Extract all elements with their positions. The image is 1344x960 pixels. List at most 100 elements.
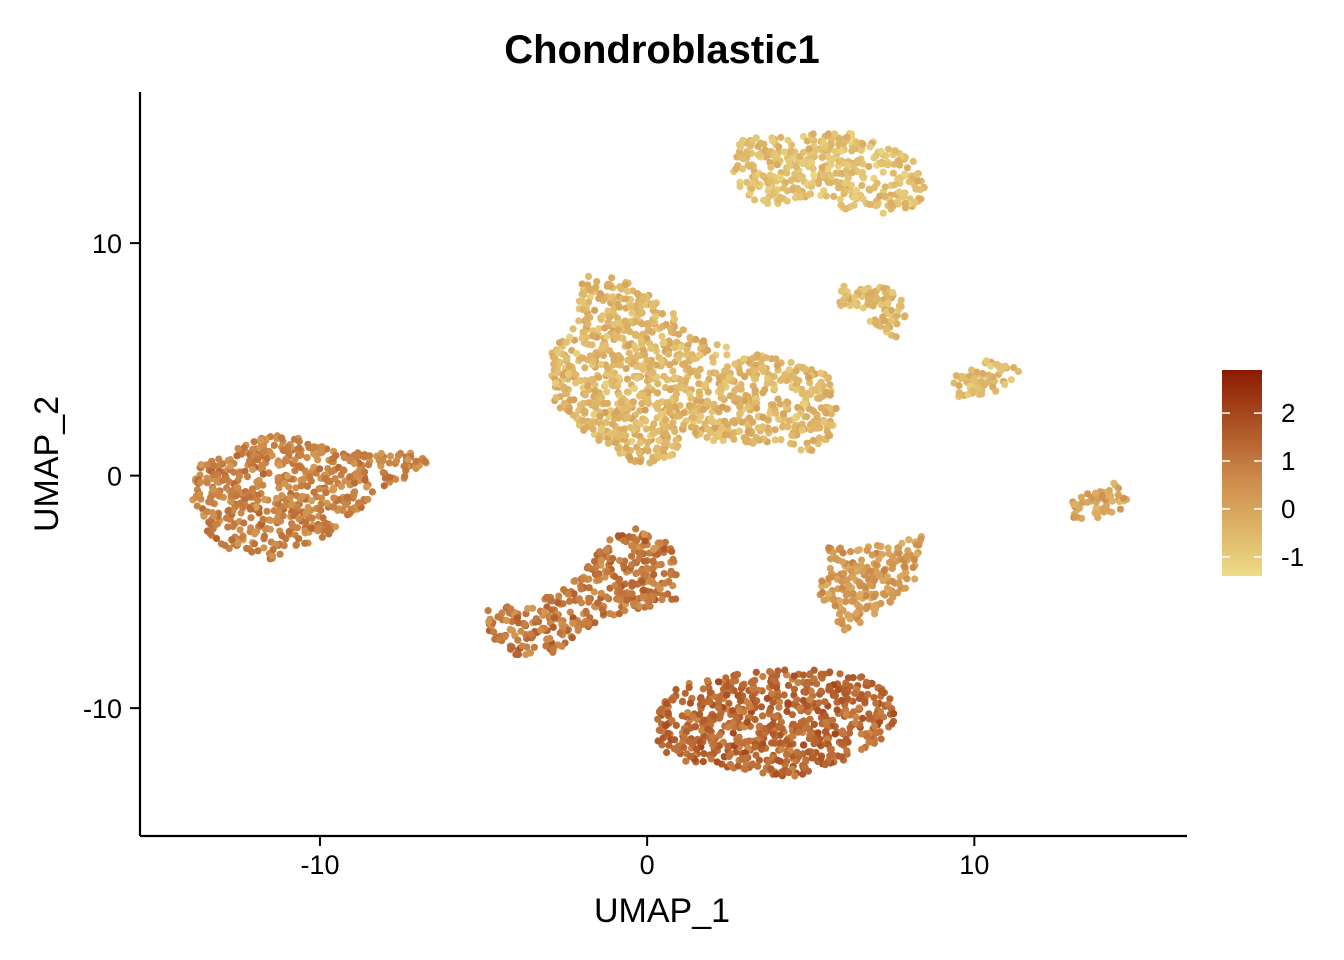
data-point: [616, 361, 624, 369]
data-point: [682, 757, 690, 765]
data-point: [717, 385, 725, 393]
data-point: [619, 561, 628, 569]
data-point: [665, 741, 673, 749]
data-point: [869, 575, 877, 583]
data-point: [670, 745, 678, 753]
data-point: [589, 357, 597, 365]
data-point: [275, 484, 283, 492]
data-point: [647, 344, 655, 352]
data-point: [830, 192, 838, 200]
data-point: [738, 418, 746, 426]
data-point: [667, 695, 676, 704]
data-point: [550, 360, 558, 368]
data-point: [835, 610, 844, 618]
data-point: [228, 487, 236, 495]
data-point: [769, 730, 778, 738]
data-point: [614, 532, 623, 540]
data-point: [775, 698, 784, 706]
data-point: [584, 298, 593, 306]
data-point: [649, 564, 657, 573]
data-point: [672, 721, 680, 730]
data-point: [260, 532, 268, 540]
data-point: [806, 715, 814, 723]
data-point: [589, 425, 597, 433]
data-point: [584, 382, 592, 390]
data-point: [792, 386, 800, 394]
data-point: [724, 421, 732, 429]
data-point: [690, 355, 698, 363]
data-point: [844, 611, 852, 619]
data-point: [1098, 492, 1106, 500]
data-point: [987, 362, 995, 370]
data-point: [770, 189, 778, 197]
data-point: [810, 171, 818, 179]
data-point: [615, 319, 623, 327]
data-point: [671, 428, 679, 436]
data-point: [506, 625, 514, 634]
data-point: [279, 512, 287, 520]
data-point: [736, 182, 744, 191]
data-point: [699, 717, 707, 726]
data-point: [822, 171, 830, 179]
data-point: [767, 765, 775, 773]
data-point: [790, 685, 799, 693]
data-point: [859, 714, 867, 723]
data-point: [245, 457, 254, 465]
data-point: [825, 590, 833, 598]
data-point: [350, 479, 359, 487]
data-point: [775, 703, 783, 711]
data-point: [550, 354, 559, 362]
data-point: [615, 303, 624, 311]
data-point: [621, 281, 630, 289]
data-point: [552, 394, 560, 402]
data-point: [913, 170, 921, 178]
data-point: [639, 366, 648, 374]
data-point: [674, 354, 683, 362]
data-point: [686, 699, 695, 707]
data-point: [640, 557, 649, 565]
data-point: [792, 163, 801, 171]
data-point: [222, 514, 231, 522]
data-point: [802, 757, 810, 765]
data-point: [590, 410, 598, 418]
data-point: [272, 516, 280, 524]
data-point: [802, 395, 810, 403]
data-point: [740, 355, 748, 363]
data-point: [658, 310, 666, 318]
data-point: [792, 413, 800, 421]
data-point: [663, 438, 671, 446]
data-point: [766, 177, 775, 185]
x-tick-label: -10: [300, 850, 339, 880]
data-point: [997, 367, 1005, 375]
data-point: [616, 588, 624, 596]
data-point: [233, 452, 241, 460]
data-point: [250, 540, 259, 548]
data-point: [914, 541, 922, 549]
data-point: [790, 672, 798, 680]
data-point: [866, 200, 874, 209]
data-point: [665, 577, 673, 585]
data-point: [337, 482, 345, 490]
data-point: [642, 417, 650, 425]
data-point: [679, 360, 687, 368]
data-point: [299, 475, 307, 483]
data-point: [622, 365, 630, 373]
data-point: [852, 300, 860, 308]
data-point: [670, 315, 678, 324]
data-point: [856, 618, 864, 627]
data-point: [254, 547, 262, 555]
data-point: [741, 738, 750, 746]
data-point: [858, 181, 866, 190]
data-point: [1001, 381, 1009, 389]
data-point: [649, 368, 657, 377]
data-point: [259, 470, 267, 478]
data-point: [295, 535, 303, 543]
data-point: [617, 431, 625, 439]
data-point: [666, 324, 675, 332]
data-point: [758, 423, 767, 431]
data-point: [764, 374, 772, 382]
data-point: [700, 750, 708, 758]
data-point: [650, 420, 658, 428]
data-point: [600, 295, 608, 303]
data-point: [806, 671, 814, 679]
